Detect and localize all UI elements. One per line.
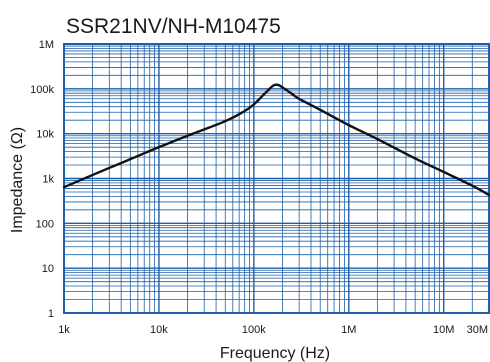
y-tick-label: 1M (39, 39, 54, 51)
x-tick-label: 10M (433, 324, 454, 336)
y-tick-label: 10k (36, 129, 54, 141)
plot-frame (63, 43, 490, 314)
impedance-curve (62, 83, 490, 197)
x-tick-label: 10k (150, 324, 168, 336)
x-tick-label: 1M (341, 324, 356, 336)
x-tick-label: 1k (58, 324, 70, 336)
x-axis-label: Frequency (Hz) (220, 345, 330, 362)
x-tick-label: 30M (467, 324, 488, 336)
y-tick-label: 1k (42, 174, 54, 186)
y-tick-label: 100 (36, 218, 54, 230)
y-tick-label: 10 (42, 263, 54, 275)
y-tick-label: 100k (30, 84, 54, 96)
y-tick-labels: 1 10 100 1k 10k 100k 1M (30, 39, 54, 320)
chart-title: SSR21NV/NH-M10475 (66, 15, 281, 38)
y-axis-label: Impedance (Ω) (9, 127, 26, 233)
y-tick-label: 1 (48, 308, 54, 320)
x-tick-label: 100k (242, 324, 266, 336)
x-tick-labels: 1k 10k 100k 1M 10M 30M (58, 324, 488, 336)
